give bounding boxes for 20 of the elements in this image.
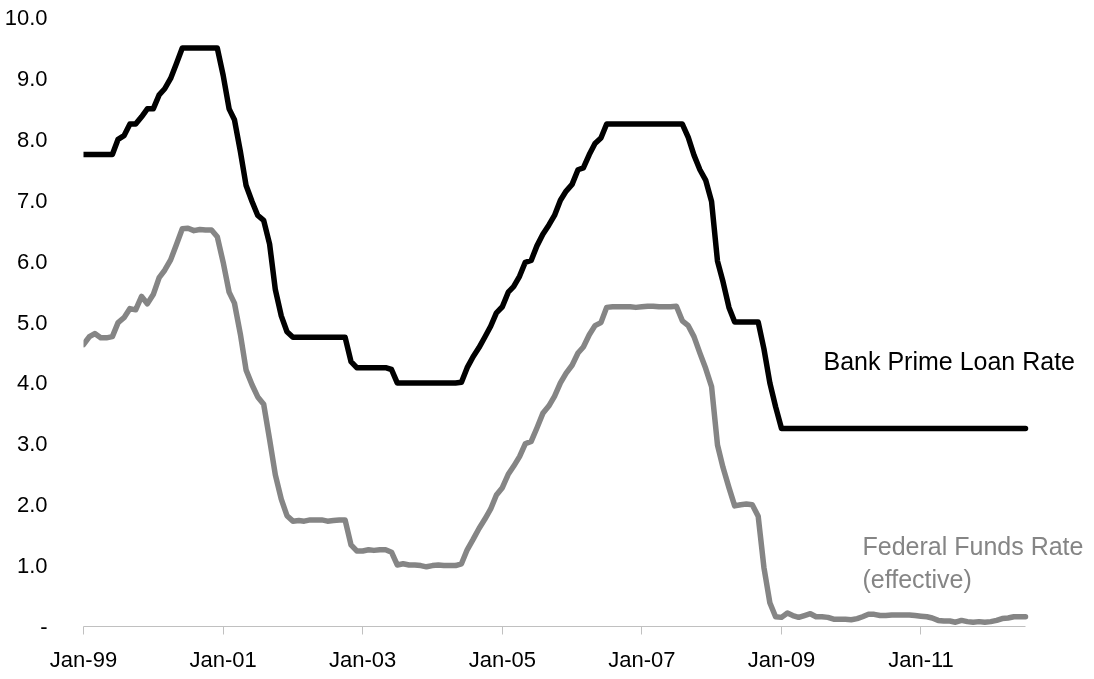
y-tick-label: 6.0 bbox=[16, 248, 48, 274]
x-tick-label: Jan-07 bbox=[608, 646, 676, 672]
series-label: Federal Funds Rate (effective) bbox=[862, 531, 1084, 593]
x-tick-label: Jan-01 bbox=[189, 646, 257, 672]
y-tick-label: 2.0 bbox=[16, 492, 48, 518]
text: Bank Prime Loan Rate bbox=[823, 346, 1076, 375]
y-tick-label: - bbox=[40, 614, 48, 639]
y-tick-label: 9.0 bbox=[16, 65, 48, 91]
y-tick-label: 1.0 bbox=[16, 553, 48, 579]
x-tick-label: Jan-03 bbox=[329, 646, 397, 672]
y-tick-label: 7.0 bbox=[16, 187, 48, 213]
y-tick-label: 5.0 bbox=[16, 309, 48, 335]
y-tick-label: 3.0 bbox=[16, 431, 48, 457]
y-tick-label: 8.0 bbox=[16, 126, 48, 152]
x-tick-label: Jan-11 bbox=[888, 646, 954, 672]
x-tick-label: Jan-05 bbox=[468, 646, 536, 672]
y-tick-label: 4.0 bbox=[16, 370, 48, 396]
x-tick-label: Jan-09 bbox=[747, 646, 816, 672]
y-tick-label: 10.0 bbox=[4, 5, 48, 30]
x-tick-label: Jan-99 bbox=[49, 646, 118, 672]
